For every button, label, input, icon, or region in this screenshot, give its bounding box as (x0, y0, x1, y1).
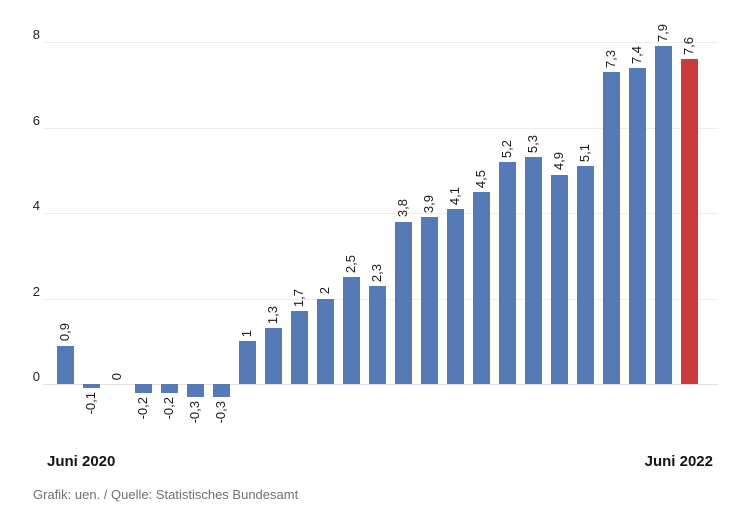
bar-value-label: 4,1 (447, 186, 462, 205)
bar-value-label: 2,5 (343, 255, 358, 274)
y-gridline (43, 213, 718, 214)
bar (265, 328, 282, 384)
bar (343, 277, 360, 384)
y-gridline (43, 384, 718, 385)
y-tick-label: 4 (32, 198, 40, 213)
bar (655, 46, 672, 384)
bar-value-label: 4,5 (473, 169, 488, 188)
bar-value-label: 4,9 (551, 152, 566, 171)
bar-value-label: 2,3 (369, 263, 384, 282)
bar (187, 384, 204, 397)
x-axis-label-end: Juni 2022 (644, 453, 713, 470)
y-tick-label: 8 (32, 27, 40, 42)
bar-value-label: 5,1 (577, 143, 592, 162)
credit-line: Grafik: uen. / Quelle: Statistisches Bun… (33, 487, 299, 502)
bar-value-label: 7,6 (681, 37, 696, 56)
y-tick-label: 6 (32, 112, 40, 128)
bar (161, 384, 178, 393)
bar-value-label: 7,3 (603, 49, 618, 68)
bar-value-label: 2 (317, 287, 332, 295)
bar-value-label: 5,3 (525, 135, 540, 154)
bar-value-label: 7,4 (629, 45, 644, 64)
bar (135, 384, 152, 393)
bar (603, 71, 620, 384)
bar-value-label: -0,1 (83, 392, 98, 415)
bar-value-label: 3,9 (421, 195, 436, 214)
bar-value-label: -0,3 (213, 400, 228, 424)
bar (681, 59, 698, 384)
bar-value-label: -0,3 (187, 400, 202, 424)
bar-value-label: 3,8 (395, 199, 410, 218)
y-gridline (43, 42, 718, 43)
bar-value-label: 1,3 (265, 306, 280, 325)
bar (83, 384, 100, 389)
bar-value-label: -0,2 (135, 396, 150, 419)
bar-value-label: -0,2 (161, 396, 176, 419)
y-tick-label: 2 (32, 283, 40, 299)
bar (317, 298, 334, 384)
bar (473, 191, 490, 384)
x-axis-label-start: Juni 2020 (47, 453, 116, 470)
bar (499, 161, 516, 384)
bar (395, 221, 412, 384)
bar-value-label: 1 (239, 330, 254, 338)
bar (551, 174, 568, 384)
bar (525, 157, 542, 384)
bar-value-label: 0 (109, 372, 124, 380)
bar-value-label: 5,2 (499, 139, 514, 158)
bar (447, 208, 464, 384)
bar (629, 67, 646, 384)
bar (213, 384, 230, 397)
bar (577, 165, 594, 384)
bar (369, 285, 386, 384)
bar (57, 345, 74, 384)
bar-value-label: 1,7 (291, 289, 306, 308)
y-gridline (43, 127, 718, 129)
bar (421, 217, 438, 384)
bar-value-label: 0,9 (57, 323, 72, 342)
y-tick-label: 0 (32, 369, 40, 384)
bar (291, 311, 308, 384)
bar (239, 341, 256, 384)
bar-value-label: 7,9 (655, 24, 670, 43)
